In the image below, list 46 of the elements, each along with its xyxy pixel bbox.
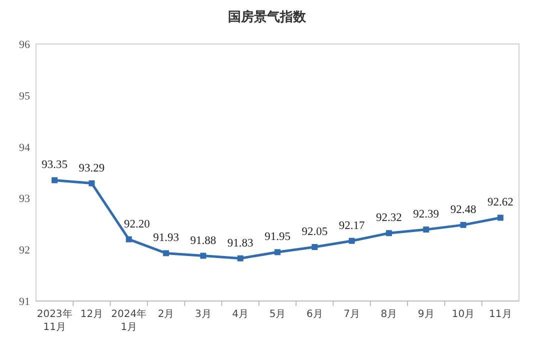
x-tick-label: 7月	[344, 309, 360, 320]
point	[88, 180, 95, 186]
x-tick-label: 10月	[452, 309, 475, 320]
x-tick-label: 2023年 11月	[36, 308, 72, 333]
point	[200, 252, 206, 259]
point	[52, 177, 58, 184]
x-tick-label: 2月	[158, 309, 174, 320]
y-tick-label: 91	[19, 296, 30, 308]
x-tick-label: 3月	[195, 309, 212, 320]
point	[126, 236, 132, 242]
data-label: 91.83	[227, 237, 254, 250]
y-tick-label: 92	[19, 244, 30, 257]
data-label: 93.35	[42, 159, 68, 172]
y-tick-label: 94	[19, 142, 30, 154]
x-tick-label: 4月	[232, 309, 249, 320]
point	[386, 230, 392, 236]
data-label: 92.20	[124, 218, 150, 230]
x-tick-label: 12月	[80, 309, 104, 320]
point	[497, 214, 504, 221]
point	[460, 222, 466, 228]
point	[423, 226, 430, 233]
y-tick-label: 95	[19, 90, 30, 102]
point	[274, 249, 280, 256]
chart-title: 国房景气指数	[228, 9, 307, 25]
data-label: 91.93	[153, 232, 180, 244]
x-tick-label: 9月	[418, 309, 434, 320]
y-tick-label: 93	[19, 193, 30, 206]
x-tick-label: 8月	[380, 309, 398, 320]
x-tick-label: 5月	[269, 309, 286, 320]
y-tick-label: 96	[19, 39, 30, 51]
data-label: 92.17	[338, 220, 365, 232]
x-tick-label: 2024年 1月	[111, 308, 147, 333]
point	[312, 244, 318, 250]
data-label: 92.32	[376, 212, 402, 224]
data-label: 92.48	[450, 204, 476, 216]
data-label: 92.05	[302, 226, 328, 238]
point	[237, 255, 244, 262]
data-label: 91.88	[190, 234, 216, 247]
x-tick-label: 11月	[489, 309, 512, 320]
data-label: 93.29	[78, 162, 105, 174]
data-label: 92.39	[413, 208, 440, 221]
point	[348, 238, 355, 244]
point	[163, 250, 170, 256]
data-label: 92.62	[487, 196, 514, 209]
data-label: 91.95	[264, 231, 291, 244]
x-tick-label: 6月	[306, 309, 323, 320]
